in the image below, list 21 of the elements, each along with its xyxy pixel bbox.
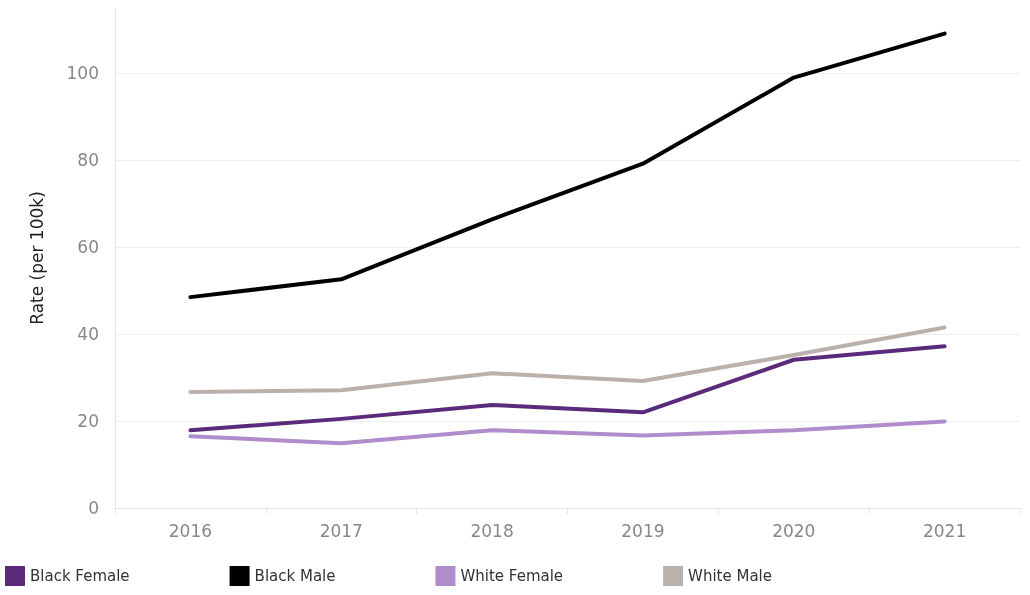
x-tick-label: 2016 xyxy=(168,520,213,541)
y-tick-label: 20 xyxy=(77,411,99,432)
y-tick-label: 80 xyxy=(77,150,99,171)
x-tick-label: 2021 xyxy=(922,520,967,541)
legend-label: Black Female xyxy=(30,567,130,585)
x-tick-label: 2018 xyxy=(470,520,514,541)
line-series xyxy=(188,325,947,394)
line-series xyxy=(188,344,947,433)
legend-label: White Male xyxy=(688,567,773,585)
y-tick-label: 60 xyxy=(77,237,99,258)
x-tick-label: 2017 xyxy=(319,520,363,541)
legend-label: Black Male xyxy=(254,567,336,585)
legend-label: White Female xyxy=(460,567,564,585)
line-series xyxy=(188,31,947,300)
line-series xyxy=(188,419,947,446)
x-tick-label: 2019 xyxy=(621,520,665,541)
y-tick-label: 40 xyxy=(77,324,99,345)
y-axis-title: Rate (per 100k) xyxy=(26,191,47,325)
x-tick-label: 2020 xyxy=(772,520,816,541)
y-tick-label: 100 xyxy=(66,63,99,84)
y-tick-label: 0 xyxy=(88,498,99,518)
